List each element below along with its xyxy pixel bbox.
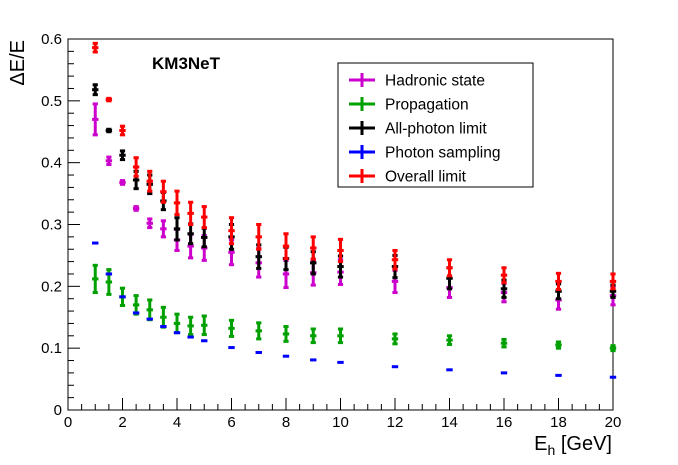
- x-tick-label: 4: [173, 414, 181, 431]
- data-point-hadronic-state: [92, 102, 99, 137]
- data-point-overall-limit: [500, 266, 508, 285]
- legend-label-all-photon-limit: All-photon limit: [385, 121, 487, 138]
- data-point-all-photon-limit: [173, 216, 181, 242]
- legend-symbol-photon-sampling: [349, 145, 375, 159]
- axis-tick-labels: 0 2 4 6 8 10 12 14 16 18 20 0 0.1 0.2 0.3 0.4 0.5 0.6: [41, 31, 621, 431]
- data-point-hadronic-state: [105, 155, 113, 167]
- data-point-overall-limit: [173, 189, 181, 217]
- data-point-overall-limit: [132, 156, 140, 178]
- data-point-propagation: [310, 327, 317, 345]
- legend-label-photon-sampling: Photon sampling: [385, 145, 500, 162]
- legend-entry-photon-sampling: Photon sampling: [349, 145, 500, 162]
- y-tick-label: 0.6: [41, 31, 62, 48]
- y-tick-label: 0.1: [41, 340, 62, 357]
- data-point-all-photon-limit: [92, 83, 99, 97]
- legend-entry-overall-limit: Overall limit: [349, 169, 467, 186]
- legend-entry-all-photon-limit: All-photon limit: [349, 121, 487, 138]
- legend-entry-hadronic-state: Hadronic state: [349, 73, 485, 90]
- legend-label-overall-limit: Overall limit: [385, 169, 467, 186]
- x-tick-label: 14: [441, 414, 458, 431]
- legend-label-hadronic-state: Hadronic state: [385, 73, 485, 90]
- data-point-overall-limit: [119, 124, 126, 137]
- data-point-overall-limit: [310, 235, 317, 261]
- x-axis-title-sub: h: [548, 442, 556, 458]
- x-axis-title-main: E: [534, 433, 547, 455]
- data-point-propagation: [500, 338, 508, 349]
- legend-symbol-all-photon-limit: [349, 121, 375, 135]
- y-tick-label: 0.3: [41, 217, 62, 234]
- x-axis-title-unit: [GeV]: [555, 433, 612, 455]
- y-tick-label: 0.5: [41, 93, 62, 110]
- data-point-overall-limit: [391, 248, 399, 271]
- series-photon-sampling: [92, 241, 617, 379]
- data-point-overall-limit: [201, 205, 208, 230]
- y-axis-title: ΔE/E: [7, 40, 29, 86]
- data-point-overall-limit: [187, 200, 194, 226]
- data-point-propagation: [391, 332, 399, 346]
- data-point-overall-limit: [160, 179, 167, 204]
- km3net-annotation: KM3NeT: [152, 54, 221, 73]
- data-point-overall-limit: [446, 258, 453, 278]
- x-tick-label: 10: [332, 414, 349, 431]
- data-point-overall-limit: [105, 96, 113, 103]
- x-tick-label: 8: [282, 414, 290, 431]
- data-point-propagation: [337, 327, 344, 345]
- data-point-propagation: [201, 314, 208, 337]
- data-point-propagation: [282, 325, 290, 343]
- data-point-overall-limit: [337, 237, 344, 264]
- data-point-propagation: [187, 315, 194, 337]
- data-point-all-photon-limit: [105, 127, 113, 134]
- axis-ticks: [67, 38, 614, 411]
- x-tick-label: 20: [605, 414, 622, 431]
- x-tick-label: 18: [550, 414, 567, 431]
- data-point-overall-limit: [92, 41, 99, 54]
- series-propagation: [92, 263, 617, 353]
- legend-symbol-hadronic-state: [349, 73, 375, 87]
- data-point-all-photon-limit: [119, 149, 126, 162]
- data-point-propagation: [446, 334, 453, 346]
- data-point-hadronic-state: [132, 205, 140, 212]
- x-tick-label: 12: [387, 414, 404, 431]
- data-point-hadronic-state: [160, 219, 167, 239]
- legend-symbol-propagation: [349, 97, 375, 111]
- data-point-overall-limit: [228, 216, 235, 246]
- data-point-hadronic-state: [146, 217, 153, 230]
- series-overall-limit: [92, 41, 617, 291]
- legend: Hadronic state Propagation All-photon limi…: [337, 62, 534, 188]
- data-point-hadronic-state: [119, 179, 126, 186]
- data-point-propagation: [228, 318, 235, 338]
- data-point-overall-limit: [282, 232, 290, 261]
- legend-entry-propagation: Propagation: [349, 97, 469, 114]
- data-point-overall-limit: [555, 271, 562, 291]
- data-point-propagation: [255, 321, 262, 341]
- data-series: [92, 41, 617, 379]
- legend-box: [337, 62, 534, 188]
- x-tick-label: 16: [496, 414, 513, 431]
- legend-label-propagation: Propagation: [385, 97, 469, 114]
- y-tick-label: 0: [54, 402, 62, 419]
- y-tick-label: 0.2: [41, 278, 62, 295]
- legend-symbol-overall-limit: [349, 169, 375, 183]
- y-tick-label: 0.4: [41, 155, 62, 172]
- data-point-propagation: [609, 344, 617, 353]
- data-point-propagation: [92, 263, 99, 295]
- data-point-propagation: [555, 340, 562, 350]
- x-tick-label: 2: [118, 414, 126, 431]
- x-tick-label: 0: [64, 414, 72, 431]
- x-axis-title: Eh [GeV]: [534, 433, 612, 458]
- x-tick-label: 6: [227, 414, 235, 431]
- data-point-overall-limit: [146, 169, 153, 193]
- data-point-overall-limit: [609, 272, 617, 291]
- data-point-overall-limit: [255, 223, 262, 251]
- legend-entries: Hadronic state Propagation All-photon limi…: [349, 73, 500, 186]
